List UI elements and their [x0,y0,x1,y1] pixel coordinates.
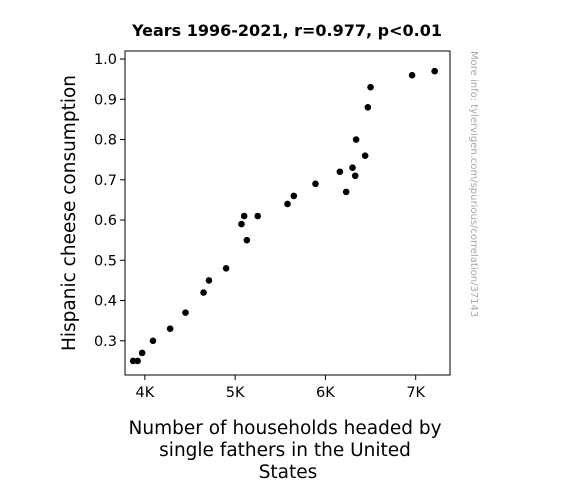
data-point [205,277,213,284]
y-axis-label: Hispanic cheese consumption [59,75,80,351]
data-point [182,309,189,316]
x-tick-label: 6K [316,385,335,401]
chart-title: Years 1996-2021, r=0.977, p<0.01 [131,21,442,40]
data-point [351,172,359,180]
y-tick-label: 0.5 [94,253,117,269]
y-tick-label: 0.8 [94,133,117,149]
data-point [408,71,416,79]
data-point [364,104,372,111]
x-axis-label: Number of households headed by single fa… [129,418,448,483]
data-point [312,180,319,188]
watermark: More info: tylervigen.com/spurious/corre… [468,51,479,317]
data-point [138,349,146,357]
data-point [243,236,251,244]
data-points [129,67,438,365]
data-point [166,325,174,333]
y-tick-label: 1.0 [94,52,117,68]
y-axis: 0.3 0.4 0.5 0.6 0.7 0.8 0.9 1.0 [94,52,125,350]
y-tick-label: 0.3 [94,334,117,350]
x-tick-label: 4K [135,385,154,401]
data-point [361,152,369,159]
data-point [336,168,344,176]
data-point [431,67,438,75]
data-point [129,357,137,365]
data-point [284,200,291,208]
y-tick-label: 0.6 [94,213,117,229]
x-axis-label-line-3: States [259,462,318,483]
data-point [238,220,245,228]
y-tick-label: 0.7 [94,173,117,189]
data-point [200,289,207,296]
data-point [342,188,350,196]
data-point [134,357,141,365]
plot-area [124,50,451,376]
x-tick-label: 5K [226,385,245,401]
data-point [149,337,157,345]
data-point [254,212,262,220]
x-axis: 4K 5K 6K 7K [135,375,426,401]
data-point [222,265,230,272]
x-axis-label-line-2: single fathers in the United [159,440,411,461]
x-axis-label-line-1: Number of households headed by [129,418,442,439]
y-tick-label: 0.9 [94,92,117,108]
data-point [349,164,356,172]
data-point [290,192,298,200]
data-point [352,136,360,143]
data-point [240,212,248,220]
data-point [367,83,374,91]
x-tick-label: 7K [406,385,425,401]
y-tick-label: 0.4 [94,294,117,310]
